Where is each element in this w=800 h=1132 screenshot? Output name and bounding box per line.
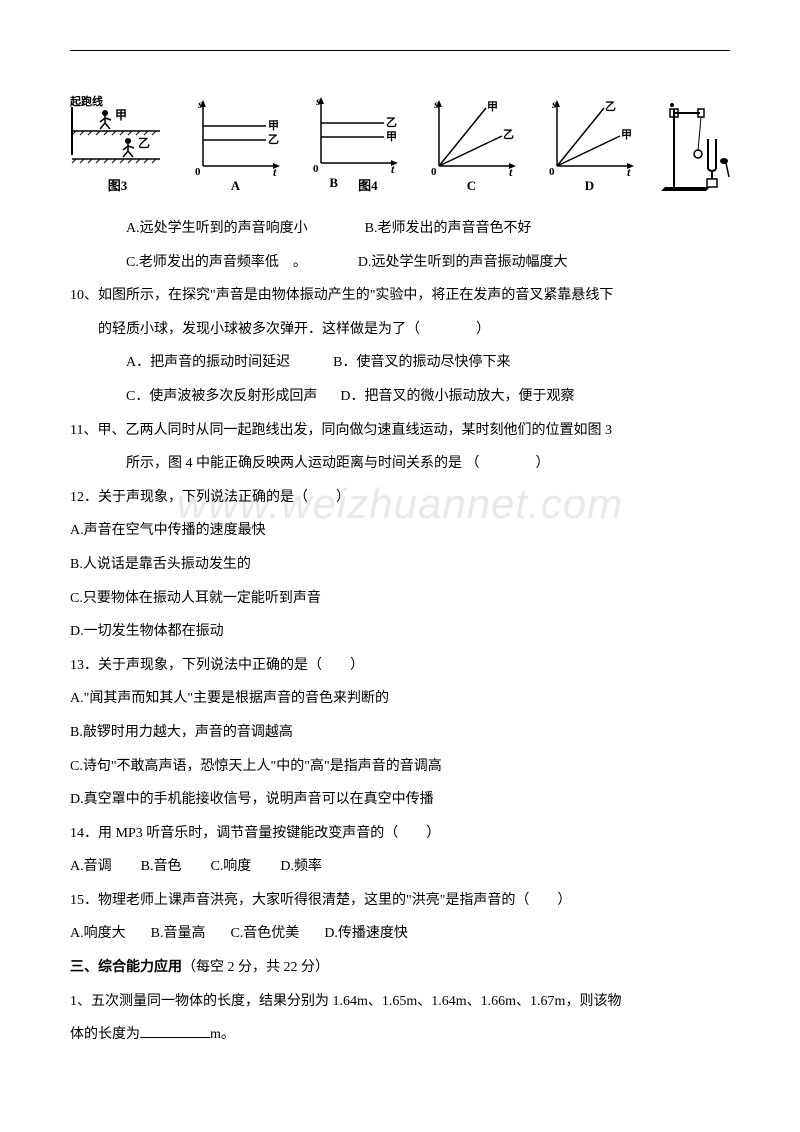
chart-a: s 0 t 甲 乙 A (188, 98, 283, 194)
fig3-caption: 图3 (108, 175, 128, 194)
fig3-top-label: 起跑线 (70, 95, 103, 108)
svg-text:甲: 甲 (621, 128, 632, 141)
q12-b: B.人说话是靠舌头振动发生的 (70, 548, 730, 582)
q13-d: D.真空罩中的手机能接收信号，说明声音可以在真空中传播 (70, 783, 730, 817)
svg-text:0: 0 (195, 166, 201, 178)
q15-d: D.传播速度快 (324, 926, 408, 941)
track-diagram: 起跑线 甲 (70, 95, 165, 175)
section3-sub: （每空 2 分，共 22 分） (182, 960, 329, 975)
q10-stem1: 10、如图所示，在探究"声音是由物体振动产生的"实验中，将正在发声的音叉紧靠悬线… (70, 279, 730, 313)
q15-c: C.音色优美 (230, 926, 299, 941)
s3q1-part2: 体的长度为 (70, 1027, 140, 1042)
svg-text:甲: 甲 (487, 100, 498, 113)
s3q1-line1: 1、五次测量同一物体的长度，结果分别为 1.64m、1.65m、1.64m、1.… (70, 985, 730, 1019)
q13-c: C.诗句"不敢高声语，恐惊天上人"中的"高"是指声音的音调高 (70, 750, 730, 784)
q10-stem2: 的轻质小球，发现小球被多次弹开．这样做是为了（ ） (70, 313, 730, 347)
svg-text:乙: 乙 (503, 128, 514, 141)
q9-c: C.老师发出的声音频率低 。 (126, 255, 307, 270)
q15-opts: A.响度大 B.音量高 C.音色优美 D.传播速度快 (70, 917, 730, 951)
q9-row2: C.老师发出的声音频率低 。 D.远处学生听到的声音振动幅度大 (70, 246, 730, 280)
q10-b: B．使音叉的振动尽快停下来 (333, 355, 510, 370)
q14-opts: A.音调 B.音色 C.响度 D.频率 (70, 850, 730, 884)
q12-a: A.声音在空气中传播的速度最快 (70, 514, 730, 548)
chart-d: s 0 t 乙 甲 D (542, 98, 637, 194)
chart-d-label: D (585, 178, 594, 194)
chart-b: s 0 t 乙 甲 B 图4 (306, 95, 401, 194)
q15-stem: 15．物理老师上课声音洪亮，大家听得很清楚，这里的"洪亮"是指声音的（ ） (70, 884, 730, 918)
q15-a: A.响度大 (70, 926, 126, 941)
q13-stem: 13．关于声现象，下列说法中正确的是（ ） (70, 649, 730, 683)
q14-b: B.音色 (141, 859, 182, 874)
q15-b: B.音量高 (151, 926, 206, 941)
q12-c: C.只要物体在振动人耳就一定能听到声音 (70, 582, 730, 616)
q13-a: A."闻其声而知其人"主要是根据声音的音色来判断的 (70, 682, 730, 716)
q14-a: A.音调 (70, 859, 112, 874)
svg-text:甲: 甲 (115, 108, 127, 122)
q10-row2: C．使声波被多次反射形成回声 D．把音叉的微小振动放大，便于观察 (70, 380, 730, 414)
svg-text:乙: 乙 (605, 100, 616, 113)
q12-d: D.一切发生物体都在振动 (70, 615, 730, 649)
q10-c: C．使声波被多次反射形成回声 (126, 389, 317, 404)
q10-d: D．把音叉的微小振动放大，便于观察 (340, 389, 574, 404)
q14-d: D.频率 (280, 859, 322, 874)
q11-stem1: 11、甲、乙两人同时从同一起跑线出发，同向做匀速直线运动，某时刻他们的位置如图 … (70, 414, 730, 448)
svg-text:0: 0 (431, 166, 437, 178)
svg-text:乙: 乙 (386, 116, 397, 129)
top-rule (70, 50, 730, 51)
q9-row1: A.远处学生听到的声音响度小 B.老师发出的声音音色不好 (70, 212, 730, 246)
s3q1-unit: m。 (210, 1027, 235, 1042)
figure-3: 起跑线 甲 (70, 95, 165, 194)
chart-a-label: A (231, 178, 240, 194)
q14-stem: 14．用 MP3 听音乐时，调节音量按键能改变声音的（ ） (70, 817, 730, 851)
svg-text:乙: 乙 (268, 133, 279, 146)
svg-text:0: 0 (549, 166, 555, 178)
section3-head: 三、综合能力应用 (70, 960, 182, 975)
s3q1-line2: 体的长度为 m。 (70, 1018, 730, 1052)
q10-row1: A．把声音的振动时间延迟 B．使音叉的振动尽快停下来 (70, 346, 730, 380)
q9-b: B.老师发出的声音音色不好 (365, 221, 532, 236)
q10-a: A．把声音的振动时间延迟 (126, 355, 290, 370)
figure-row: 起跑线 甲 (70, 79, 730, 194)
chart-c: s 0 t 甲 乙 C (424, 98, 519, 194)
section3-heading: 三、综合能力应用（每空 2 分，共 22 分） (70, 951, 730, 985)
q12-stem: 12．关于声现象，下列说法正确的是（ ） (70, 481, 730, 515)
svg-text:甲: 甲 (268, 119, 279, 132)
chart-b-label: B (329, 175, 338, 194)
q14-c: C.响度 (210, 859, 251, 874)
q13-b: B.敲锣时用力越大，声音的音调越高 (70, 716, 730, 750)
q9-a: A.远处学生听到的声音响度小 (126, 221, 308, 236)
q11-stem2: 所示，图 4 中能正确反映两人运动距离与时间关系的是 （ ） (70, 447, 730, 481)
blank-input[interactable] (140, 1023, 210, 1038)
fig4-caption: 图4 (358, 175, 378, 194)
q9-d: D.远处学生听到的声音振动幅度大 (358, 255, 568, 270)
chart-c-label: C (467, 178, 476, 194)
svg-text:0: 0 (313, 163, 319, 175)
svg-text:乙: 乙 (138, 136, 150, 150)
svg-text:甲: 甲 (386, 130, 397, 143)
tuning-fork-setup (660, 99, 730, 194)
